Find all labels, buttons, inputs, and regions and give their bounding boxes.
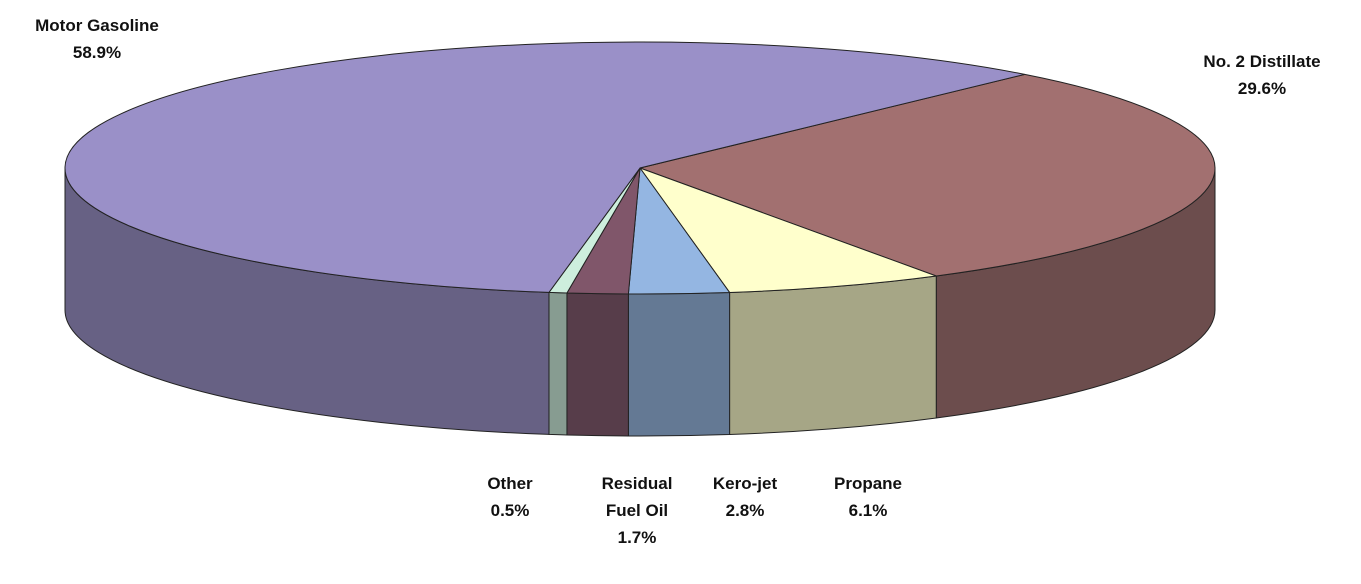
value-label: 0.5% <box>490 501 530 520</box>
category-name: Residual Fuel Oil <box>601 474 673 520</box>
slice-label: No. 2 Distillate 29.6% <box>1203 48 1320 102</box>
category-name: Other <box>487 474 533 493</box>
slice-side <box>627 291 731 437</box>
slice-label: Kero-jet 2.8% <box>713 470 777 524</box>
category-name: Motor Gasoline <box>35 16 159 35</box>
slice <box>638 166 937 293</box>
value-label: 2.8% <box>725 501 765 520</box>
value-label: 1.7% <box>617 528 657 547</box>
slice <box>638 73 1216 277</box>
slice <box>64 41 1025 293</box>
value-label: 6.1% <box>848 501 888 520</box>
value-label: 58.9% <box>72 43 122 62</box>
slice-label: Other 0.5% <box>487 470 532 524</box>
value-label: 29.6% <box>1237 79 1287 98</box>
slice-label: Propane 6.1% <box>834 470 902 524</box>
slice-label: Motor Gasoline 58.9% <box>35 12 159 66</box>
slice-side <box>548 291 568 436</box>
category-name: No. 2 Distillate <box>1203 52 1321 71</box>
slice-side <box>566 292 629 437</box>
slice-label: Residual Fuel Oil 1.7% <box>602 470 673 551</box>
slice-side <box>729 275 937 435</box>
category-name: Propane <box>833 474 903 493</box>
category-name: Kero-jet <box>712 474 778 493</box>
